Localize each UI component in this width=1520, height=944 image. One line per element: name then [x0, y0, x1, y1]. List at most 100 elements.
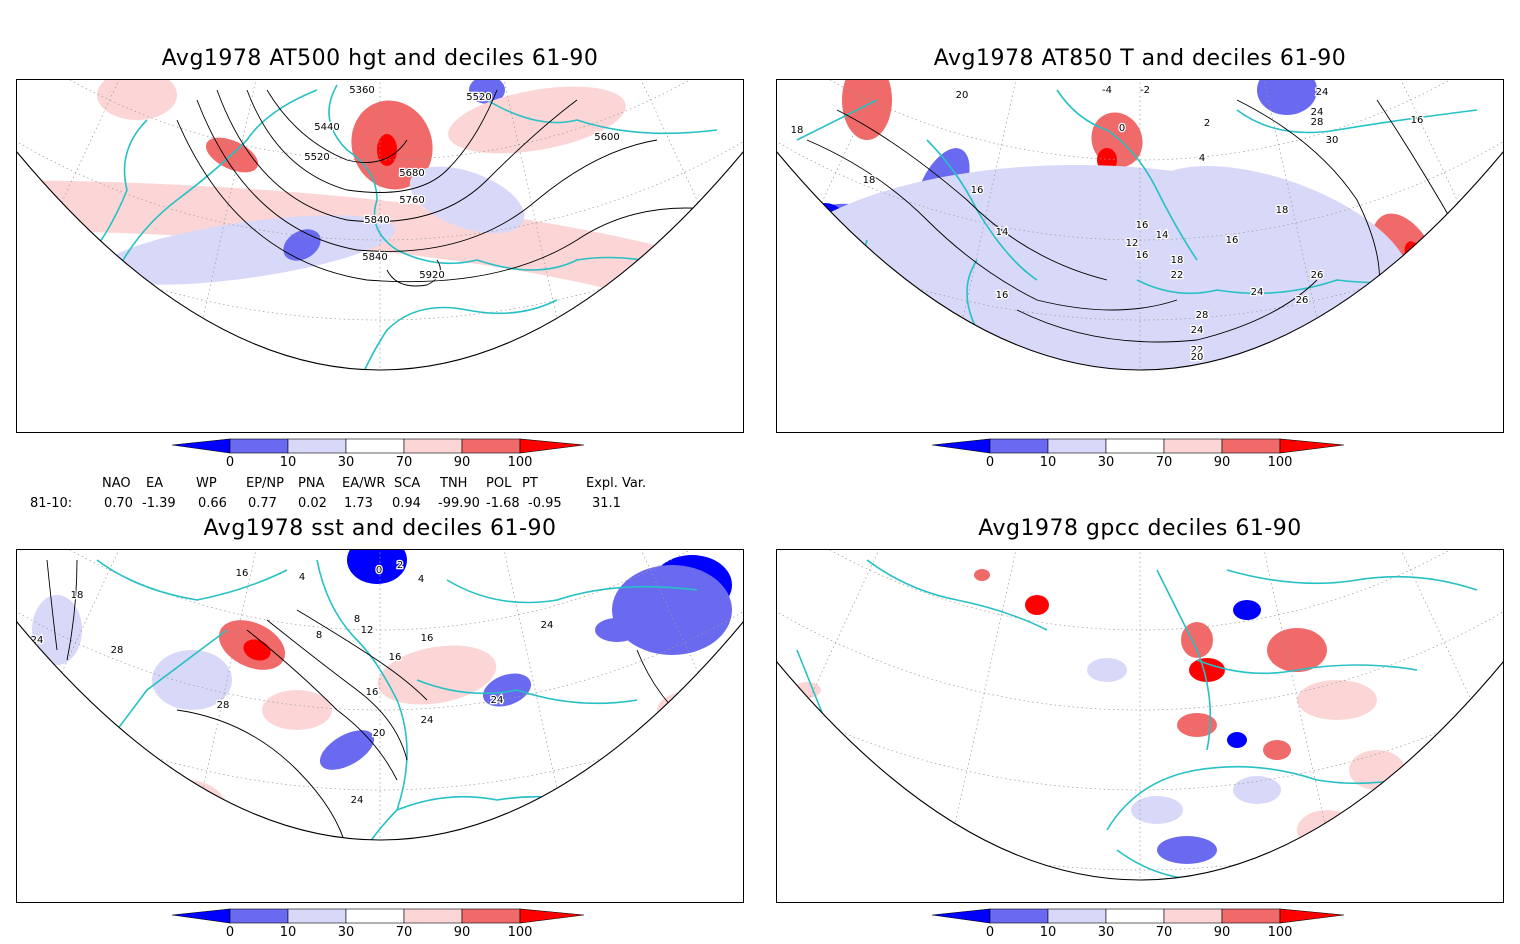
colorbar-tick-label: 70: [395, 455, 413, 470]
colorbar-gpcc: 0 10 30 70 90 100: [931, 908, 1352, 944]
colorbar-tick-label: 30: [337, 455, 355, 470]
contour-label: 4: [418, 574, 424, 585]
contour-label: 16: [996, 290, 1009, 301]
contour-label: -2: [1140, 85, 1150, 96]
contour-label: -4: [1102, 85, 1112, 96]
contour-label: 24: [1311, 107, 1324, 118]
outside-domain-mask: [17, 621, 743, 902]
domain-boundary: [777, 661, 1503, 881]
coastline: [416, 679, 638, 705]
contour-label: 18: [1276, 205, 1289, 216]
contour-label: 16: [389, 652, 402, 663]
contour-label: 26: [1311, 270, 1324, 281]
colorbar-tick-label: 90: [1213, 925, 1231, 940]
contour-label: 24: [1316, 87, 1329, 98]
contour-label: 20: [1191, 352, 1204, 363]
decile-area: [1233, 600, 1261, 620]
teleconnection-indices: 81-10: NAO EA WP EP/NP PNA EA/WR SCA TNH POL PT Ex…: [20, 474, 720, 514]
colorbar-tick-label: 10: [1039, 455, 1057, 470]
colorbar-tick-label: 30: [337, 925, 355, 940]
contour-label: 5840: [362, 252, 387, 263]
coastline: [1106, 765, 1438, 831]
index-value: 31.1: [592, 496, 621, 511]
colorbar-tick-label: 30: [1097, 925, 1115, 940]
contour-line: [1016, 279, 1318, 343]
coastline: [446, 579, 698, 604]
colorbar-tick-label: 0: [225, 455, 235, 470]
colorbar-segment: [519, 908, 585, 924]
coastline: [486, 99, 718, 135]
decile-area: [1143, 166, 1411, 314]
panel-title-gpcc: Avg1978 gpcc deciles 61-90: [978, 516, 1302, 541]
index-name: SCA: [394, 476, 421, 491]
contour-line: [386, 259, 441, 287]
contour-line: [246, 89, 498, 193]
colorbar-segment: [461, 438, 521, 454]
contour-label: 16: [236, 568, 249, 579]
contour-label: 8: [354, 614, 360, 625]
colorbar-tick-label: 90: [453, 455, 471, 470]
decile-area: [409, 166, 525, 234]
colorbar-hgt500: 0 10 30 70 90 100: [171, 438, 592, 474]
colorbar-strip: [931, 438, 1345, 454]
colorbar-segment: [1047, 438, 1107, 454]
colorbar-tick-label: 10: [279, 925, 297, 940]
decile-area: [595, 618, 639, 642]
contour-line: [296, 609, 428, 701]
colorbar-strip: [931, 908, 1345, 924]
outside-domain-mask: [777, 661, 1503, 902]
colorbar-segment: [1105, 908, 1165, 924]
decile-area: [1263, 740, 1291, 760]
decile-area: [1227, 732, 1247, 748]
index-value: -99.90: [438, 496, 480, 511]
colorbar-segment: [461, 908, 521, 924]
colorbar-tick-label: 30: [1097, 455, 1115, 470]
contour-label: 24: [1191, 325, 1204, 336]
contour-label: 5440: [314, 122, 339, 133]
colorbar-segment: [287, 438, 347, 454]
index-name: EA: [146, 476, 164, 491]
index-name: Expl. Var.: [586, 476, 647, 491]
colorbar-segment: [931, 438, 991, 454]
meridian-line: [777, 550, 1140, 633]
contour-line: [806, 139, 1178, 311]
index-value: 0.94: [392, 496, 421, 511]
contour-label: 28: [111, 645, 124, 656]
decile-area: [1257, 80, 1317, 115]
colorbar-segment: [1163, 438, 1223, 454]
colorbar-segment: [931, 908, 991, 924]
colorbar-segment: [1047, 908, 1107, 924]
colorbar-tick-label: 70: [1155, 925, 1173, 940]
colorbar-segment: [1221, 438, 1281, 454]
decile-area: [1267, 628, 1327, 672]
contour-label: 5600: [594, 132, 619, 143]
colorbar-t850: 0 10 30 70 90 100: [931, 438, 1352, 474]
contour-line: [266, 89, 408, 163]
contour-line: [46, 559, 58, 651]
coastline: [1236, 109, 1478, 134]
domain-boundary: [17, 621, 743, 841]
map-t850: 20 -4 -2 0 2 24 24 28 30 16 18 18 4 16 18 16 14 12 14 16 16 1…: [776, 79, 1504, 433]
contour-label: 2: [397, 560, 403, 571]
coastline: [866, 559, 1048, 631]
contour-label: 30: [1326, 135, 1339, 146]
index-name: POL: [486, 476, 512, 491]
contour-label: 20: [373, 728, 386, 739]
index-value: 0.66: [198, 496, 227, 511]
contour-label: 26: [1296, 295, 1309, 306]
contour-label: 16: [1136, 250, 1149, 261]
decile-area: [97, 80, 177, 120]
coastline: [1226, 569, 1478, 591]
contour-label: 18: [863, 175, 876, 186]
decile-area: [1131, 796, 1183, 824]
coastline: [1156, 569, 1212, 751]
colorbar-segment: [1279, 438, 1345, 454]
colorbar-segment: [229, 908, 289, 924]
contour-label: 5920: [419, 270, 444, 281]
contour-label: 24: [421, 715, 434, 726]
contour-label: 4: [299, 572, 305, 583]
decile-area: [1025, 595, 1049, 615]
contour-label: 14: [996, 227, 1009, 238]
map-hgt500: 5360 5440 5520 5520 5600 5680 5760 5840 5840 5920: [16, 79, 744, 433]
colorbar-segment: [1163, 908, 1223, 924]
